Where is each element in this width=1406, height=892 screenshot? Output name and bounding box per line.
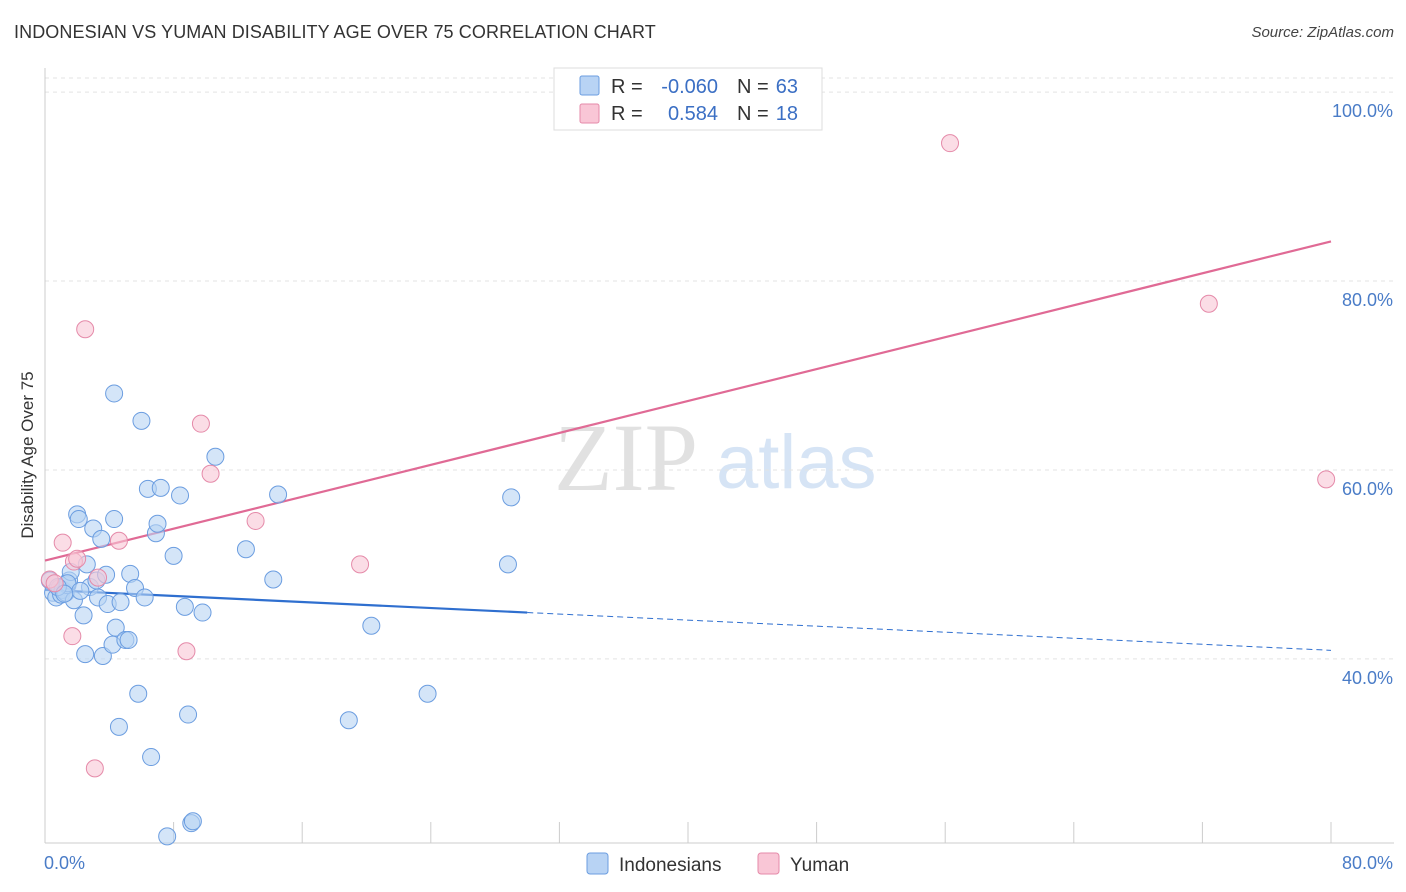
data-point xyxy=(76,320,95,339)
data-point xyxy=(1317,470,1336,489)
legend-n-value-yuman: 18 xyxy=(776,103,798,125)
bottom-legend-label-yuman: Yuman xyxy=(790,855,849,876)
legend-n-label-indonesians: N = xyxy=(737,76,769,98)
trend-line-indonesians xyxy=(44,588,528,614)
data-point xyxy=(119,630,138,649)
trend-line-extension-indonesians xyxy=(527,612,1332,651)
chart-title: INDONESIAN VS YUMAN DISABILITY AGE OVER … xyxy=(14,22,656,42)
data-point xyxy=(132,411,151,430)
data-point xyxy=(71,581,90,600)
data-point xyxy=(418,684,437,703)
data-point xyxy=(175,597,194,616)
data-point xyxy=(502,488,521,507)
bottom-legend-swatch-yuman xyxy=(757,852,780,875)
gridlines xyxy=(45,77,1394,660)
data-point xyxy=(142,748,161,767)
legend-r-value-indonesians: -0.060 xyxy=(661,76,718,98)
data-point xyxy=(191,414,210,433)
data-points xyxy=(40,134,1336,846)
data-point xyxy=(179,705,198,724)
y-tick-label: 40.0% xyxy=(1342,668,1393,688)
data-point xyxy=(68,549,87,568)
data-point xyxy=(264,570,283,589)
data-point xyxy=(158,827,177,846)
watermark-zip: ZIP xyxy=(554,404,698,511)
trend-line-yuman xyxy=(44,240,1332,562)
data-point xyxy=(109,531,128,550)
data-point xyxy=(1199,294,1218,313)
data-point xyxy=(941,134,960,153)
legend-n-value-indonesians: 63 xyxy=(776,76,798,98)
data-point xyxy=(129,684,148,703)
data-point xyxy=(339,711,358,730)
axes xyxy=(44,68,1394,844)
data-point xyxy=(498,555,517,574)
data-point xyxy=(105,384,124,403)
data-point xyxy=(246,511,265,530)
data-point xyxy=(177,642,196,661)
y-tick-label: 80.0% xyxy=(1342,290,1393,310)
series-legend: Indonesians Yuman xyxy=(586,852,849,876)
data-point xyxy=(53,533,72,552)
data-point xyxy=(351,555,370,574)
data-point xyxy=(269,485,288,504)
legend-swatch-indonesians xyxy=(579,75,600,96)
source-label: Source: ZipAtlas.com xyxy=(1251,24,1394,41)
data-point xyxy=(76,645,95,664)
data-point xyxy=(171,486,190,505)
bottom-legend-label-indonesians: Indonesians xyxy=(619,855,721,876)
y-tick-labels: 100.0% 80.0% 60.0% 40.0% xyxy=(1332,101,1393,688)
series-yuman xyxy=(40,134,1336,778)
data-point xyxy=(111,593,130,612)
data-point xyxy=(106,618,125,637)
bottom-legend-swatch-indonesians xyxy=(586,852,609,875)
y-tick-label: 60.0% xyxy=(1342,479,1393,499)
data-point xyxy=(183,812,202,831)
x-tick-label-max: 80.0% xyxy=(1342,853,1393,873)
trend-lines xyxy=(44,240,1332,651)
watermark-atlas: atlas xyxy=(716,420,877,505)
series-indonesians xyxy=(40,384,521,846)
data-point xyxy=(151,478,170,497)
data-point xyxy=(74,606,93,625)
data-point xyxy=(148,514,167,533)
data-point xyxy=(135,588,154,607)
y-axis-label: Disability Age Over 75 xyxy=(18,371,37,538)
y-tick-label: 100.0% xyxy=(1332,101,1393,121)
legend-r-label-indonesians: R = xyxy=(611,76,643,98)
data-point xyxy=(164,546,183,565)
data-point xyxy=(193,603,212,622)
data-point xyxy=(206,447,225,466)
data-point xyxy=(201,464,220,483)
legend-r-value-yuman: 0.584 xyxy=(668,103,718,125)
correlation-legend: R = -0.060 N = 63 R = 0.584 N = 18 xyxy=(553,67,823,131)
data-point xyxy=(69,510,88,529)
legend-n-label-yuman: N = xyxy=(737,103,769,125)
data-point xyxy=(85,759,104,778)
data-point xyxy=(63,627,82,646)
data-point xyxy=(45,574,64,593)
legend-r-label-yuman: R = xyxy=(611,103,643,125)
data-point xyxy=(362,616,381,635)
x-tick-labels: 0.0% 80.0% xyxy=(44,853,1393,873)
data-point xyxy=(92,529,111,548)
data-point xyxy=(89,568,108,587)
x-tick-label-min: 0.0% xyxy=(44,853,85,873)
data-point xyxy=(109,717,128,736)
legend-swatch-yuman xyxy=(579,103,600,124)
data-point xyxy=(105,510,124,529)
data-point xyxy=(236,540,255,559)
